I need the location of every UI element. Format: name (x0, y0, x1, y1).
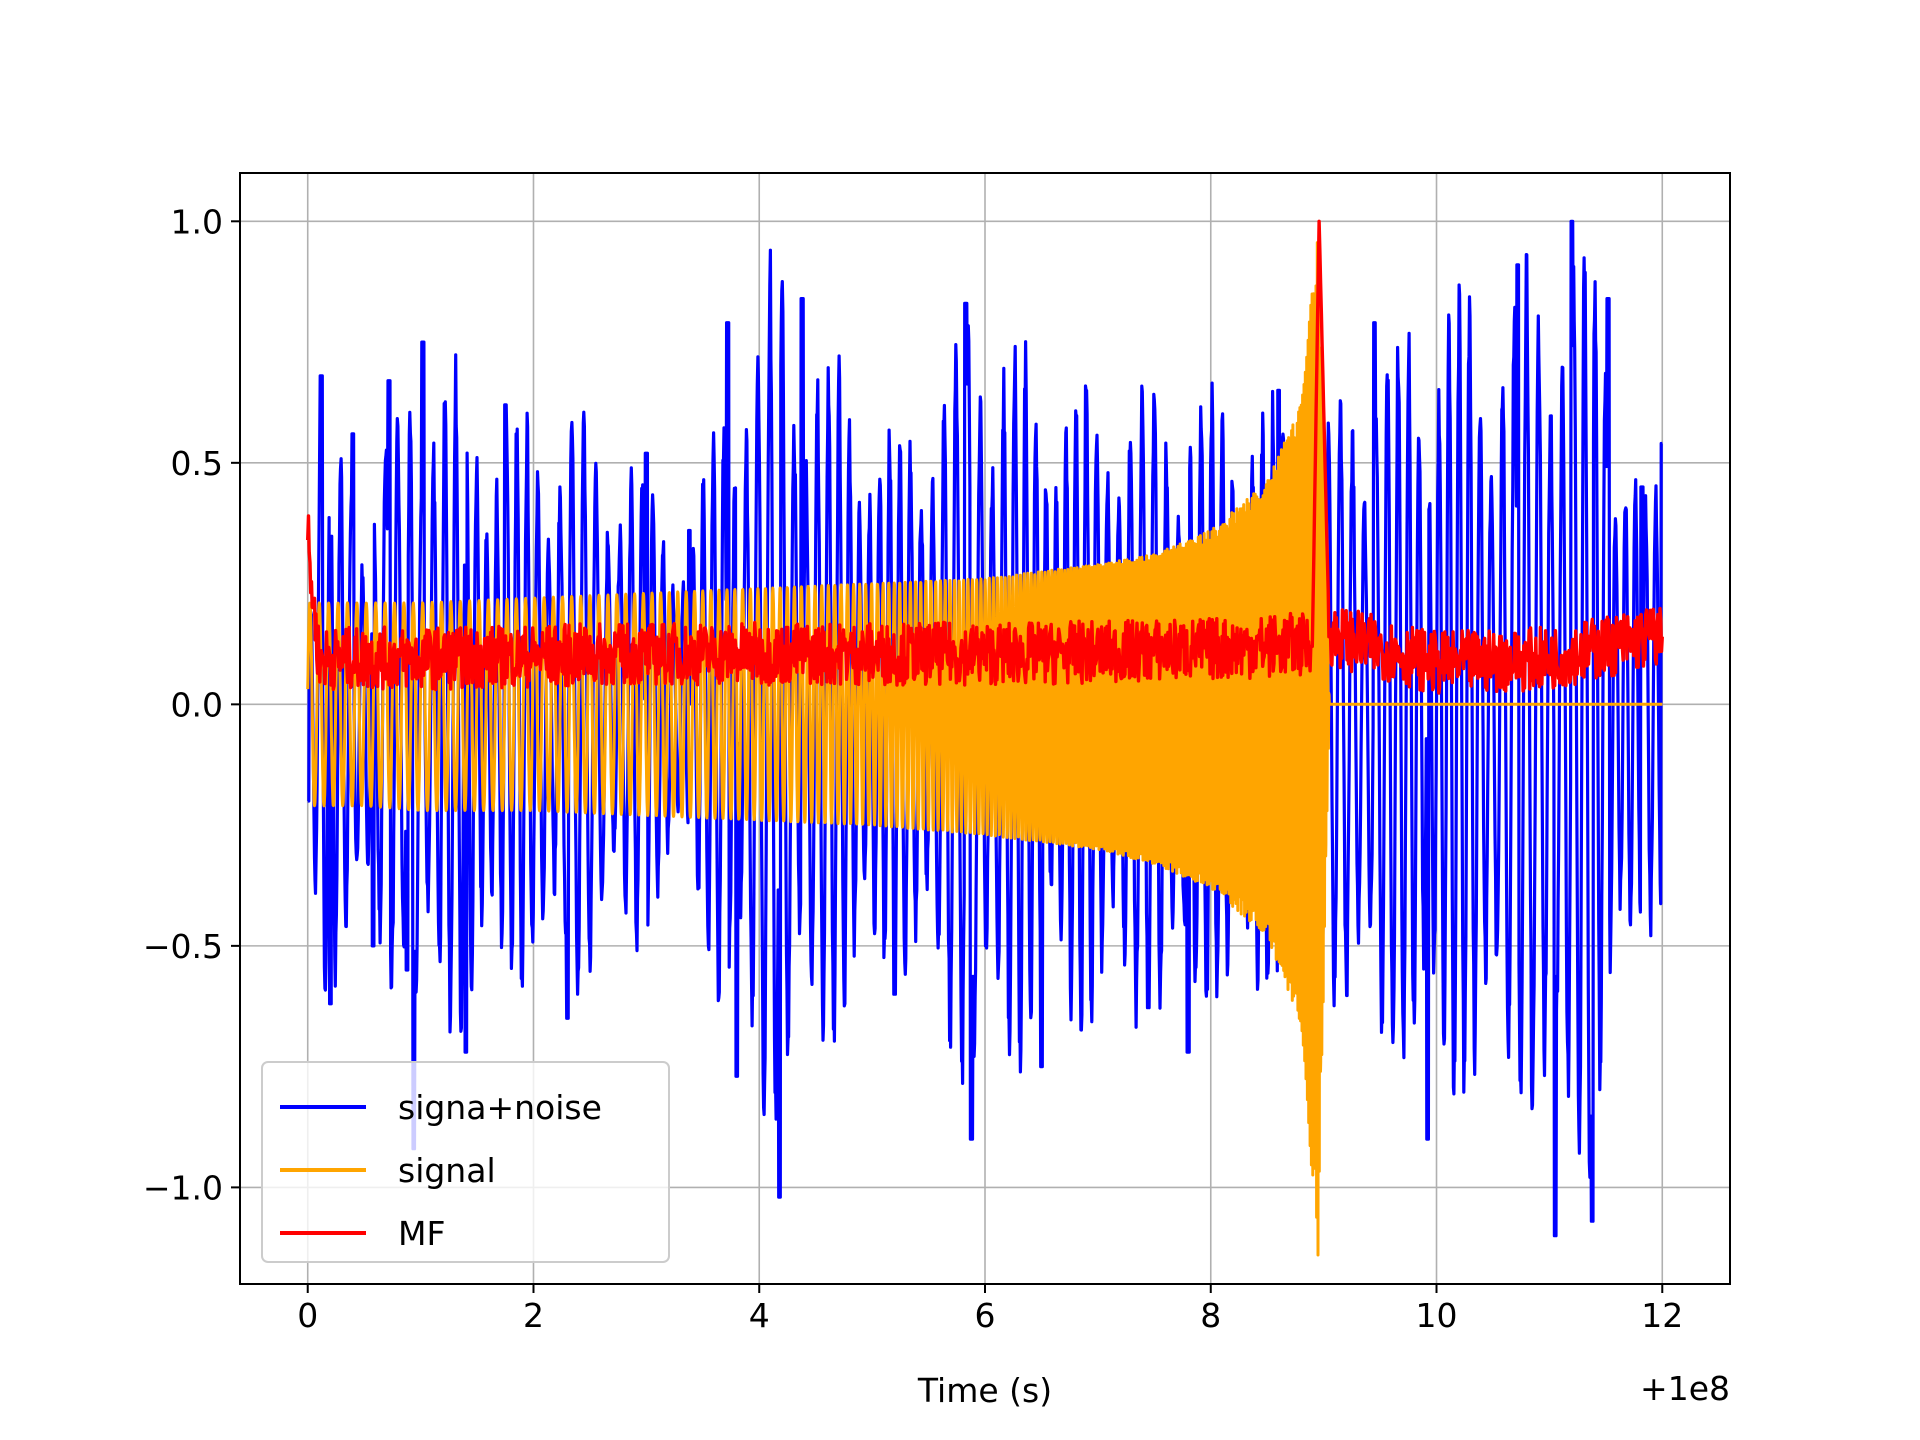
y-tick-label: −0.5 (143, 927, 223, 966)
legend-box (261, 1061, 670, 1263)
series-line-signal-noise (306, 219, 1664, 1238)
ticks: 0 2 4 6 8 10 12 −1.0 −0.5 0.0 0.5 1.0 (143, 202, 1683, 1335)
y-tick-label: 1.0 (171, 202, 223, 241)
x-tick-label: 10 (1416, 1296, 1458, 1335)
legend-label: signal (398, 1151, 496, 1190)
x-offset-label: +1e8 (1640, 1369, 1730, 1408)
x-tick-label: 2 (523, 1296, 544, 1335)
legend-label: MF (398, 1214, 445, 1253)
legend: signa+noise signal MF (261, 1061, 670, 1263)
y-tick-label: 0.5 (171, 444, 223, 483)
legend-label: signa+noise (398, 1088, 602, 1127)
x-tick-label: 12 (1641, 1296, 1683, 1335)
series-line-mf (306, 219, 1664, 695)
x-axis-label: Time (s) (917, 1371, 1052, 1410)
y-tick-label: 0.0 (171, 685, 223, 724)
x-tick-label: 4 (749, 1296, 770, 1335)
x-tick-label: 8 (1200, 1296, 1221, 1335)
y-tick-label: −1.0 (143, 1168, 223, 1207)
x-tick-label: 6 (975, 1296, 996, 1335)
series-layer (306, 219, 1664, 1257)
x-tick-label: 0 (297, 1296, 318, 1335)
